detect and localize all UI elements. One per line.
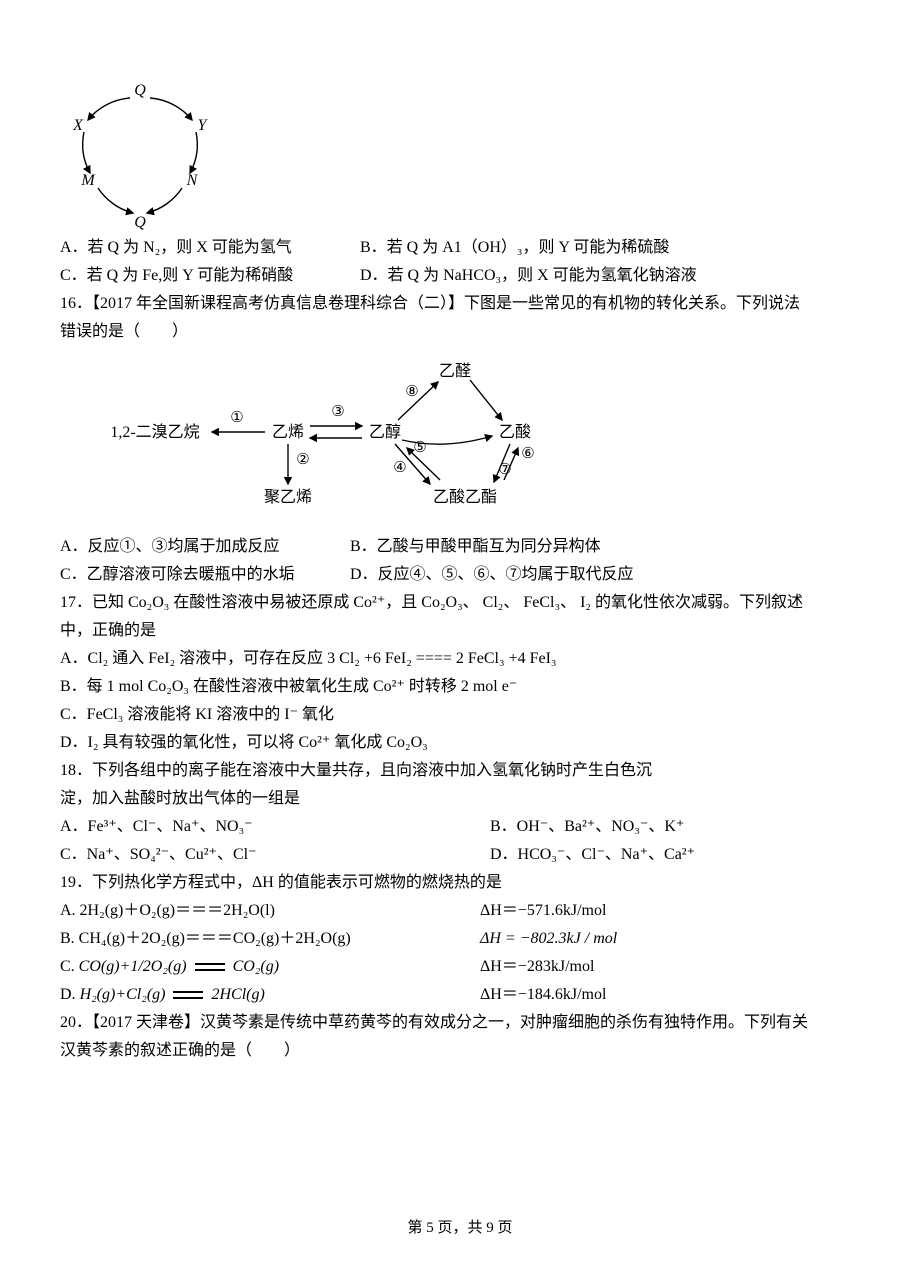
- q15-row1: A．若 Q 为 N₂，则 X 可能为氢气 B．若 Q 为 A1（OH）₃，则 Y…: [60, 234, 860, 262]
- q18-opt-C: C．Na⁺、SO₄²⁻、Cu²⁺、Cl⁻: [60, 841, 490, 869]
- node-M: M: [80, 172, 96, 189]
- q19-eq-2: C. CO(g)+1/2O₂(g) CO₂(g): [60, 953, 480, 981]
- q18-stem1: 18．下列各组中的离子能在溶液中大量共存，且向溶液中加入氢氧化钠时产生白色沉: [60, 757, 860, 785]
- exam-page: Q X Y M N Q A．若 Q 为 N₂，则 X 可能为氢气 B．若 Q 为…: [0, 0, 920, 1273]
- q17-opt-C: C．FeCl₃ 溶液能将 KI 溶液中的 I⁻ 氧化: [60, 701, 860, 729]
- q19-dh-3: ΔH＝−184.6kJ/mol: [480, 981, 860, 1009]
- q20-stem2: 汉黄芩素的叙述正确的是（ ）: [60, 1037, 860, 1065]
- node-X: X: [72, 117, 84, 134]
- node-ethene: 乙烯: [272, 423, 304, 441]
- q16-row1: A．反应①、③均属于加成反应 B．乙酸与甲酸甲酯互为同分异构体: [60, 533, 860, 561]
- q18-row2: C．Na⁺、SO₄²⁻、Cu²⁺、Cl⁻ D．HCO₃⁻、Cl⁻、Na⁺、Ca²…: [60, 841, 860, 869]
- q19-row-3: D. H₂(g)+Cl₂(g) 2HCl(g)ΔH＝−184.6kJ/mol: [60, 981, 860, 1009]
- q19-rows: A. 2H₂(g)＋O₂(g)＝＝＝2H₂O(l)ΔH＝−571.6kJ/mol…: [60, 897, 860, 1009]
- node-dbe: 1,2-二溴乙烷: [110, 423, 199, 441]
- q17-opt-A: A．Cl₂ 通入 FeI₂ 溶液中，可存在反应 3 Cl₂ +6 FeI₂ ==…: [60, 645, 860, 673]
- node-Y: Y: [198, 117, 209, 134]
- mark-7: ⑦: [498, 462, 511, 478]
- q19-eq-0: A. 2H₂(g)＋O₂(g)＝＝＝2H₂O(l): [60, 897, 480, 925]
- mark-2: ②: [296, 452, 309, 468]
- q18-opt-B: B．OH⁻、Ba²⁺、NO₃⁻、K⁺: [490, 813, 860, 841]
- q19-stem: 19．下列热化学方程式中，ΔH 的值能表示可燃物的燃烧热的是: [60, 869, 860, 897]
- q19-dh-2: ΔH＝−283kJ/mol: [480, 953, 860, 981]
- mark-3: ③: [331, 404, 344, 420]
- q18-opt-A: A．Fe³⁺、Cl⁻、Na⁺、NO₃⁻: [60, 813, 490, 841]
- q18-stem2: 淀，加入盐酸时放出气体的一组是: [60, 785, 860, 813]
- mark-6: ⑥: [521, 446, 534, 462]
- q19-dh-0: ΔH＝−571.6kJ/mol: [480, 897, 860, 925]
- q19-eq-3: D. H₂(g)+Cl₂(g) 2HCl(g): [60, 981, 480, 1009]
- q16-opt-D: D．反应④、⑤、⑥、⑦均属于取代反应: [350, 561, 860, 589]
- node-Q-bot: Q: [134, 214, 146, 230]
- q19-row-0: A. 2H₂(g)＋O₂(g)＝＝＝2H₂O(l)ΔH＝−571.6kJ/mol: [60, 897, 860, 925]
- node-acid: 乙酸: [499, 423, 531, 441]
- q16-stem2: 错误的是（ ）: [60, 318, 860, 346]
- node-ethanal: 乙醛: [439, 362, 471, 380]
- q19-row-2: C. CO(g)+1/2O₂(g) CO₂(g)ΔH＝−283kJ/mol: [60, 953, 860, 981]
- q15-opt-B: B．若 Q 为 A1（OH）₃，则 Y 可能为稀硫酸: [360, 234, 860, 262]
- q17-opt-D: D．I₂ 具有较强的氧化性，可以将 Co²⁺ 氧化成 Co₂O₃: [60, 729, 860, 757]
- q17-stem1: 17．已知 Co₂O₃ 在酸性溶液中易被还原成 Co²⁺，且 Co₂O₃、 Cl…: [60, 589, 860, 617]
- q17-opt-B: B．每 1 mol Co₂O₃ 在酸性溶液中被氧化生成 Co²⁺ 时转移 2 m…: [60, 673, 860, 701]
- q20-stem1: 20．【2017 天津卷】汉黄芩素是传统中草药黄芩的有效成分之一，对肿瘤细胞的杀…: [60, 1009, 860, 1037]
- q15-row2: C．若 Q 为 Fe,则 Y 可能为稀硝酸 D．若 Q 为 NaHCO₃，则 X…: [60, 262, 860, 290]
- q15-opt-A: A．若 Q 为 N₂，则 X 可能为氢气: [60, 234, 360, 262]
- mark-8: ⑧: [405, 384, 418, 400]
- q15-opt-C: C．若 Q 为 Fe,则 Y 可能为稀硝酸: [60, 262, 360, 290]
- q19-eq-1: B. CH₄(g)＋2O₂(g)＝＝＝CO₂(g)＋2H₂O(g): [60, 925, 480, 953]
- cycle-diagram: Q X Y M N Q: [60, 80, 860, 230]
- q16-opt-B: B．乙酸与甲酸甲酯互为同分异构体: [350, 533, 860, 561]
- node-ethanol: 乙醇: [369, 423, 401, 441]
- q16-stem1: 16．【2017 年全国新课程高考仿真信息卷理科综合（二）】下图是一些常见的有机…: [60, 290, 860, 318]
- q19-row-1: B. CH₄(g)＋2O₂(g)＝＝＝CO₂(g)＋2H₂O(g)ΔH = −8…: [60, 925, 860, 953]
- q18-opt-D: D．HCO₃⁻、Cl⁻、Na⁺、Ca²⁺: [490, 841, 860, 869]
- q16-opt-C: C．乙醇溶液可除去暖瓶中的水垢: [60, 561, 350, 589]
- q16-opt-A: A．反应①、③均属于加成反应: [60, 533, 350, 561]
- page-footer: 第 5 页，共 9 页: [0, 1215, 920, 1241]
- q19-dh-1: ΔH = −802.3kJ / mol: [480, 925, 860, 953]
- node-ester: 乙酸乙酯: [433, 488, 497, 506]
- q18-row1: A．Fe³⁺、Cl⁻、Na⁺、NO₃⁻ B．OH⁻、Ba²⁺、NO₃⁻、K⁺: [60, 813, 860, 841]
- organic-diagram: 1,2-二溴乙烷 乙烯 聚乙烯 乙醇 乙醛 乙酸 乙酸乙酯 ① ② ③ ⑧ ⑤ …: [100, 352, 860, 527]
- node-N: N: [186, 172, 199, 189]
- q17-stem2: 中，正确的是: [60, 617, 860, 645]
- organic-svg: 1,2-二溴乙烷 乙烯 聚乙烯 乙醇 乙醛 乙酸 乙酸乙酯 ① ② ③ ⑧ ⑤ …: [100, 352, 570, 517]
- mark-5: ⑤: [413, 440, 426, 456]
- q16-row2: C．乙醇溶液可除去暖瓶中的水垢 D．反应④、⑤、⑥、⑦均属于取代反应: [60, 561, 860, 589]
- node-Q-top: Q: [134, 82, 146, 99]
- mark-4: ④: [393, 460, 406, 476]
- node-pe: 聚乙烯: [264, 488, 312, 506]
- q15-opt-D: D．若 Q 为 NaHCO₃，则 X 可能为氢氧化钠溶液: [360, 262, 860, 290]
- cycle-svg: Q X Y M N Q: [60, 80, 220, 230]
- mark-1: ①: [230, 410, 243, 426]
